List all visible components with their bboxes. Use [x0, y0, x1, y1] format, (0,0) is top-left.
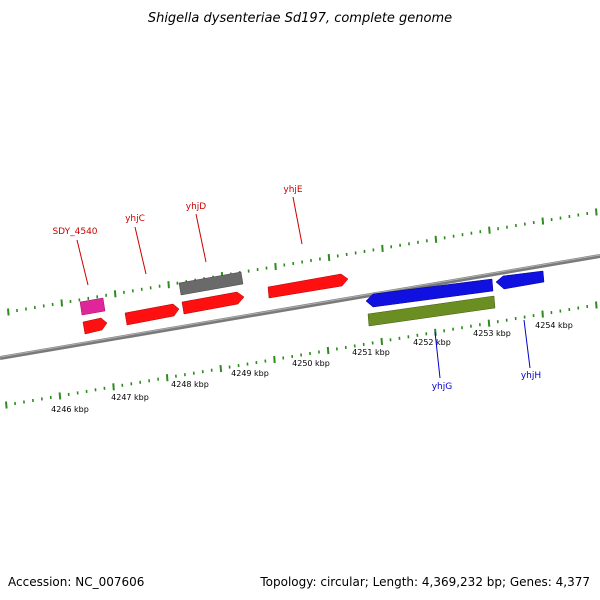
kbp-label: 4246 kbp	[51, 405, 89, 414]
tick-mark	[167, 281, 170, 289]
tick-mark	[326, 346, 330, 355]
tick-mark	[274, 262, 277, 271]
gene-labels: SDY_4540 yhjC yhjD yhjE yhjG yhjH	[52, 185, 541, 392]
label-yhjD[interactable]: yhjD	[186, 202, 207, 212]
label-leaders	[76, 196, 531, 379]
kbp-label: 4249 kbp	[231, 369, 269, 378]
gene-yhjC[interactable]	[124, 303, 180, 326]
forward-genes-row2	[82, 291, 245, 335]
forward-genes	[79, 271, 349, 316]
kbp-label: 4250 kbp	[292, 359, 330, 368]
tick-mark	[380, 337, 383, 345]
tick-mark	[113, 290, 117, 298]
summary-text: Topology: circular; Length: 4,369,232 bp…	[259, 575, 590, 589]
tick-mark	[60, 299, 63, 307]
tick-mark	[58, 392, 62, 400]
tick-mark	[487, 319, 491, 327]
gene-yhjG-olive[interactable]	[367, 295, 496, 327]
kbp-scale: 4246 kbp 4247 kbp 4248 kbp 4249 kbp 4250…	[51, 321, 573, 414]
tick-mark	[434, 235, 438, 243]
kbp-label: 4248 kbp	[171, 380, 209, 389]
reverse-genes	[365, 270, 545, 327]
gene-sdy4540[interactable]	[79, 297, 106, 316]
reverse-tick-track	[5, 301, 598, 409]
accession-text: Accession: NC_007606	[8, 575, 144, 589]
leader-yhjE	[292, 196, 303, 245]
leader-yhjG	[434, 331, 441, 379]
genome-backbone	[0, 254, 600, 360]
leader-yhjH	[523, 319, 531, 369]
tick-mark	[219, 365, 223, 373]
gene-yhjD[interactable]	[181, 291, 245, 315]
tick-mark	[7, 308, 10, 316]
gene-yhjE[interactable]	[267, 273, 349, 299]
gene-yhjG-blue[interactable]	[365, 278, 494, 308]
tick-mark	[112, 383, 115, 391]
tick-mark	[595, 301, 598, 309]
tick-mark	[488, 226, 491, 234]
kbp-label: 4254 kbp	[535, 321, 573, 330]
kbp-label: 4247 kbp	[111, 393, 149, 402]
kbp-label: 4252 kbp	[413, 338, 451, 347]
leader-sdy4540	[76, 239, 89, 286]
tick-mark	[381, 244, 384, 252]
leader-yhjC	[134, 226, 147, 275]
tick-mark	[327, 253, 331, 262]
tick-mark	[541, 217, 545, 225]
leader-yhjD	[195, 213, 207, 263]
kbp-label: 4253 kbp	[473, 329, 511, 338]
gene-yhjD-gray[interactable]	[178, 271, 244, 296]
label-yhjE[interactable]: yhjE	[283, 185, 303, 195]
gene-yhjH[interactable]	[495, 270, 545, 290]
kbp-label: 4251 kbp	[352, 348, 390, 357]
tick-mark	[5, 401, 8, 409]
tick-mark	[165, 374, 169, 382]
label-yhjH[interactable]: yhjH	[521, 371, 541, 381]
map-title: Shigella dysenteriae Sd197, complete gen…	[148, 11, 452, 26]
tick-mark	[273, 355, 276, 364]
label-sdy4540[interactable]: SDY_4540	[52, 227, 97, 237]
tick-mark	[541, 310, 544, 318]
label-yhjC[interactable]: yhjC	[125, 214, 145, 224]
genome-backbone-highlight	[0, 254, 600, 358]
gene-sdy4540-red[interactable]	[82, 317, 108, 335]
label-yhjG[interactable]: yhjG	[432, 382, 453, 392]
tick-mark	[595, 208, 598, 216]
